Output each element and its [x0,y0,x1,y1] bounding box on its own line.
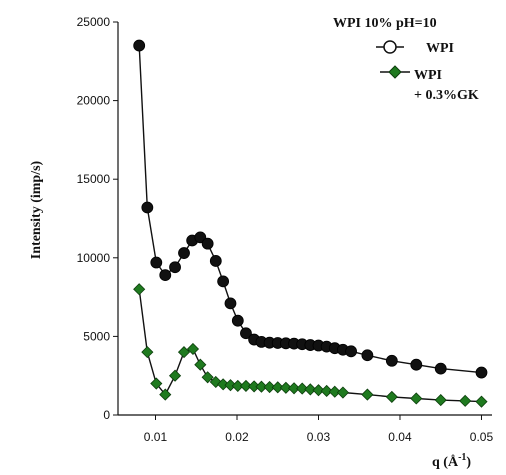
data-point [178,247,190,259]
x-axis-label-main: q (Å [432,454,459,470]
data-point [133,283,146,296]
chart-title: WPI 10% pH=10 [333,16,437,31]
legend-label-wpi-gk-line1: WPI [414,68,442,83]
series-wpi [133,39,488,379]
y-tick-label: 5000 [83,329,110,343]
y-ticks: 0 5000 10000 15000 20000 25000 [77,15,118,422]
data-point [361,349,374,362]
y-tick-label: 10000 [77,251,111,265]
data-point [150,256,163,269]
data-point [150,377,163,390]
data-point [240,327,252,340]
data-point [217,378,230,391]
data-point [194,358,207,371]
legend-marker-diamond [388,65,402,79]
data-point [287,382,301,395]
data-point [209,255,222,267]
legend-entry-wpi-gk: WPI + 0.3%GK [380,65,479,103]
data-point [434,394,447,407]
x-tick-label: 0.01 [144,430,168,444]
x-tick-label: 0.04 [388,430,412,444]
x-axis-label: q (Å-1) [432,452,471,470]
data-point [224,297,237,310]
legend-entry-wpi: WPI [376,40,454,56]
x-axis-label-sup: -1 [458,452,466,463]
x-tick-label: 0.02 [225,430,249,444]
y-tick-label: 15000 [77,172,111,186]
data-point [410,392,423,405]
y-tick-label: 20000 [77,94,111,108]
data-point [159,388,172,401]
data-point [239,379,253,392]
data-point [475,395,488,408]
data-point [201,237,214,250]
data-point [434,362,447,375]
data-point [296,382,309,395]
y-axis-label: Intensity (imp/s) [29,160,44,259]
data-point [475,366,488,379]
data-point [320,384,333,398]
legend-label-wpi: WPI [426,41,454,56]
data-point [141,346,154,359]
data-point [201,371,214,384]
data-point [279,381,292,394]
data-point [328,385,341,398]
data-point [271,381,284,394]
series-wpi-gk [133,283,488,408]
y-tick-label: 0 [103,408,110,422]
data-point [186,342,200,356]
data-point [361,388,374,401]
data-point [385,354,398,367]
x-tick-label: 0.03 [307,430,331,444]
data-point [177,346,191,359]
data-point [304,383,317,396]
data-point [231,379,244,392]
x-ticks: 0.01 0.02 0.03 0.04 0.05 [144,415,494,444]
data-point [255,380,268,393]
legend-label-wpi-gk-line2: + 0.3%GK [414,88,479,103]
data-point [224,379,237,392]
y-tick-label: 25000 [77,15,111,29]
data-point [141,201,154,214]
data-point [385,390,398,403]
data-point [133,39,146,52]
data-point [459,394,472,407]
x-axis-label-close: ) [466,455,471,470]
legend: WPI WPI + 0.3%GK [376,40,479,103]
series-layer [133,39,488,408]
data-point [345,345,357,358]
data-point [312,384,325,397]
data-point [217,275,230,288]
data-point [159,269,172,281]
data-point [231,314,244,327]
x-tick-label: 0.05 [470,430,494,444]
data-point [169,261,181,274]
data-point [263,380,276,394]
data-point [410,358,423,371]
data-point [168,369,182,382]
legend-marker-circle [383,40,397,54]
data-point [336,386,349,399]
